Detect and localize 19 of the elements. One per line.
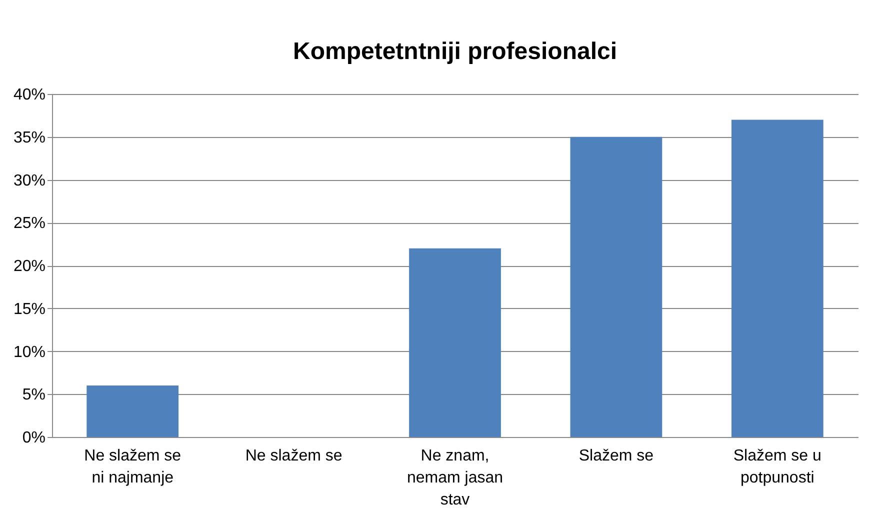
x-tick-label: Ne slažem se ni najmanje	[84, 448, 182, 486]
y-tick-label: 0%	[22, 430, 46, 446]
y-tick-label: 20%	[13, 258, 46, 275]
x-tick-label: Slažem se u potpunosti	[733, 448, 822, 486]
y-tick-label: 35%	[13, 129, 46, 146]
bar	[570, 136, 662, 437]
chart-title: Kompetetntniji profesionalci	[292, 38, 618, 65]
x-tick-label: Slažem se	[578, 448, 654, 464]
y-tick-label: 30%	[13, 172, 46, 190]
bar	[731, 120, 824, 437]
bar	[409, 248, 501, 437]
x-tick-label: Ne slažem se	[245, 448, 342, 464]
y-tick-label: 25%	[13, 215, 46, 232]
y-tick-label: 5%	[22, 386, 46, 404]
y-tick-label: 10%	[13, 344, 46, 361]
y-tick-label: 40%	[13, 86, 46, 104]
y-tick-label: 15%	[13, 300, 46, 318]
bar	[86, 386, 179, 437]
x-tick-label: Ne znam, nemam jasan stav	[406, 448, 504, 508]
